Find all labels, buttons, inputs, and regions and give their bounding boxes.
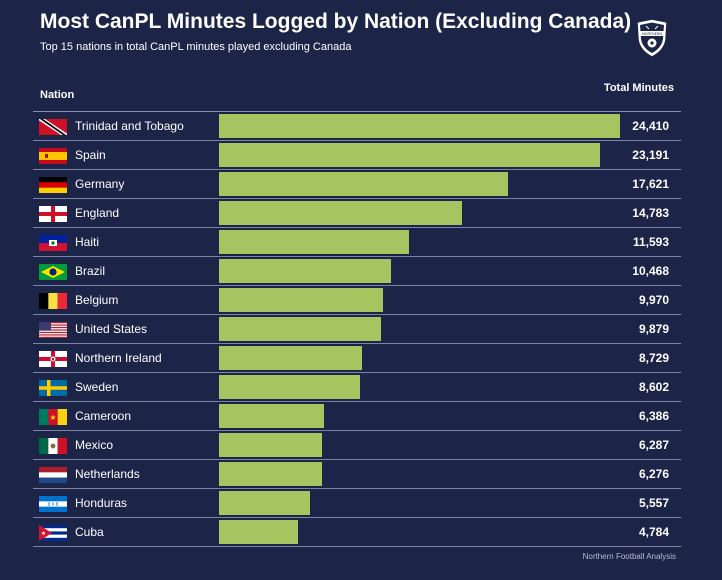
total-minutes-label: 11,593 — [632, 235, 669, 249]
cuba-flag-icon — [39, 525, 67, 541]
nation-label: Cameroon — [75, 409, 132, 423]
chart-row: England 14,783 — [33, 199, 681, 228]
total-minutes-label: 14,783 — [632, 206, 669, 220]
chart-row: Sweden 8,602 — [33, 373, 681, 402]
total-minutes-label: 6,287 — [638, 438, 669, 452]
northern-ireland-flag-icon — [39, 351, 67, 367]
minutes-bar — [219, 520, 298, 544]
chart-row: Honduras 5,557 — [33, 489, 681, 518]
netherlands-flag-icon — [39, 467, 67, 483]
chart-row: Germany 17,621 — [33, 170, 681, 199]
nation-label: Netherlands — [75, 467, 140, 481]
chart-row: Cameroon 6,386 — [33, 402, 681, 431]
svg-text:NORTHERN: NORTHERN — [642, 32, 662, 36]
minutes-bar — [219, 404, 324, 428]
minutes-bar — [219, 491, 311, 515]
minutes-bar — [219, 259, 391, 283]
total-minutes-label: 23,191 — [632, 148, 669, 162]
nation-label: Belgium — [75, 293, 119, 307]
spain-flag-icon — [39, 148, 67, 164]
chart-row: Spain 23,191 — [33, 141, 681, 170]
total-minutes-column-header: Total Minutes — [603, 82, 674, 94]
minutes-bar — [219, 172, 509, 196]
chart-row: Netherlands 6,276 — [33, 460, 681, 489]
germany-flag-icon — [39, 177, 67, 193]
nation-label: Honduras — [75, 496, 128, 510]
minutes-bar — [219, 346, 363, 370]
total-minutes-label: 9,879 — [638, 322, 669, 336]
united-states-flag-icon — [39, 322, 67, 338]
nation-label: Spain — [75, 148, 106, 162]
minutes-bar — [219, 462, 323, 486]
minutes-bar — [219, 114, 620, 138]
nation-label: Northern Ireland — [75, 351, 162, 365]
total-minutes-label: 17,621 — [632, 177, 669, 191]
haiti-flag-icon — [39, 235, 67, 251]
mexico-flag-icon — [39, 438, 67, 454]
belgium-flag-icon — [39, 293, 67, 309]
nation-label: England — [75, 206, 120, 220]
nation-label: Trinidad and Tobago — [75, 119, 184, 133]
cameroon-flag-icon — [39, 409, 67, 425]
nation-label: Germany — [75, 177, 125, 191]
minutes-bar — [219, 433, 323, 457]
chart-row: Mexico 6,287 — [33, 431, 681, 460]
brazil-flag-icon — [39, 264, 67, 280]
chart-row: United States 9,879 — [33, 315, 681, 344]
nation-label: Cuba — [75, 525, 104, 539]
total-minutes-label: 8,729 — [638, 351, 669, 365]
total-minutes-label: 5,557 — [638, 496, 669, 510]
england-flag-icon — [39, 206, 67, 222]
northern-logo-icon: NORTHERN — [634, 18, 670, 58]
total-minutes-label: 10,468 — [632, 264, 669, 278]
trinidad-and-tobago-flag-icon — [39, 119, 67, 135]
minutes-bar — [219, 143, 600, 167]
nation-label: Brazil — [75, 264, 106, 278]
minutes-bar — [219, 201, 462, 225]
chart-row: Northern Ireland 8,729 — [33, 344, 681, 373]
honduras-flag-icon — [39, 496, 67, 512]
nation-label: Sweden — [75, 380, 119, 394]
chart-row: Cuba 4,784 — [33, 518, 681, 547]
total-minutes-label: 8,602 — [638, 380, 669, 394]
chart-row: Trinidad and Tobago 24,410 — [33, 112, 681, 141]
total-minutes-label: 6,276 — [638, 467, 669, 481]
nation-label: Haiti — [75, 235, 100, 249]
chart-row: Belgium 9,970 — [33, 286, 681, 315]
minutes-bar — [219, 230, 410, 254]
chart-row: Haiti 11,593 — [33, 228, 681, 257]
chart-title: Most CanPL Minutes Logged by Nation (Exc… — [40, 10, 632, 33]
chart-row: Brazil 10,468 — [33, 257, 681, 286]
minutes-bar — [219, 288, 383, 312]
total-minutes-label: 24,410 — [632, 119, 669, 133]
total-minutes-label: 9,970 — [638, 293, 669, 307]
footer-credit: Northern Football Analysis — [582, 552, 676, 561]
total-minutes-label: 6,386 — [638, 409, 669, 423]
chart-subtitle: Top 15 nations in total CanPL minutes pl… — [40, 41, 352, 53]
nation-column-header: Nation — [40, 89, 75, 101]
nation-label: Mexico — [75, 438, 114, 452]
minutes-bar — [219, 375, 361, 399]
total-minutes-label: 4,784 — [638, 525, 669, 539]
header-divider — [33, 111, 681, 112]
sweden-flag-icon — [39, 380, 67, 396]
nation-label: United States — [75, 322, 148, 336]
minutes-bar — [219, 317, 382, 341]
